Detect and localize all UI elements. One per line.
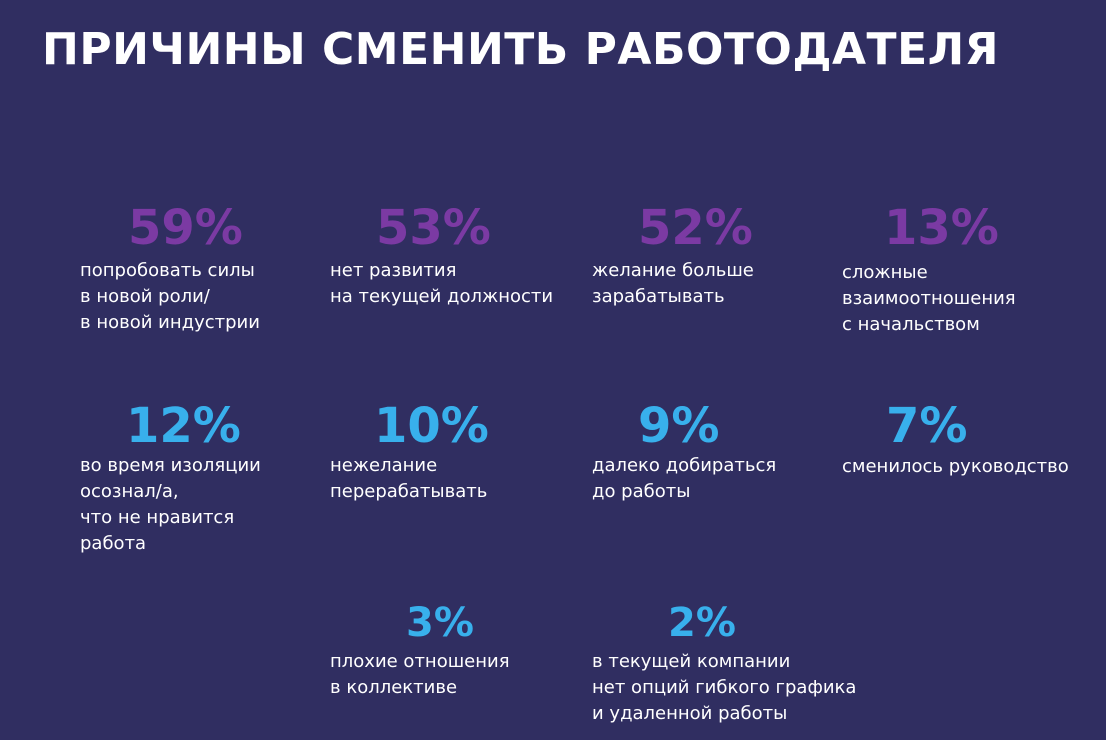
stat-description: попробовать силы в новой роли/ в новой и… (80, 260, 260, 333)
stat-percent: 52% (638, 200, 753, 256)
stat-description: сложные взаимоотношения с начальством (842, 262, 1016, 335)
stat-description: желание больше зарабатывать (592, 260, 754, 307)
stat-percent: 13% (884, 200, 999, 256)
stat-percent: 12% (126, 398, 241, 454)
stat-description: плохие отношения в коллективе (330, 651, 510, 698)
stat-description: нежелание перерабатывать (330, 455, 488, 502)
stat-description: далеко добираться до работы (592, 455, 777, 502)
stat-percent: 2% (668, 600, 736, 646)
stat-percent: 10% (374, 398, 489, 454)
stat-percent: 3% (406, 600, 474, 646)
stat-description: во время изоляции осознал/а, что не нрав… (80, 455, 261, 554)
stat-percent: 53% (376, 200, 491, 256)
stat-description: в текущей компании нет опций гибкого гра… (592, 651, 857, 724)
page-title: ПРИЧИНЫ СМЕНИТЬ РАБОТОДАТЕЛЯ (42, 24, 1000, 75)
stat-percent: 9% (638, 398, 720, 454)
stat-description: сменилось руководство (842, 456, 1069, 477)
stat-percent: 59% (128, 200, 243, 256)
stat-percent: 7% (886, 398, 968, 454)
stat-description: нет развития на текущей должности (330, 260, 554, 307)
